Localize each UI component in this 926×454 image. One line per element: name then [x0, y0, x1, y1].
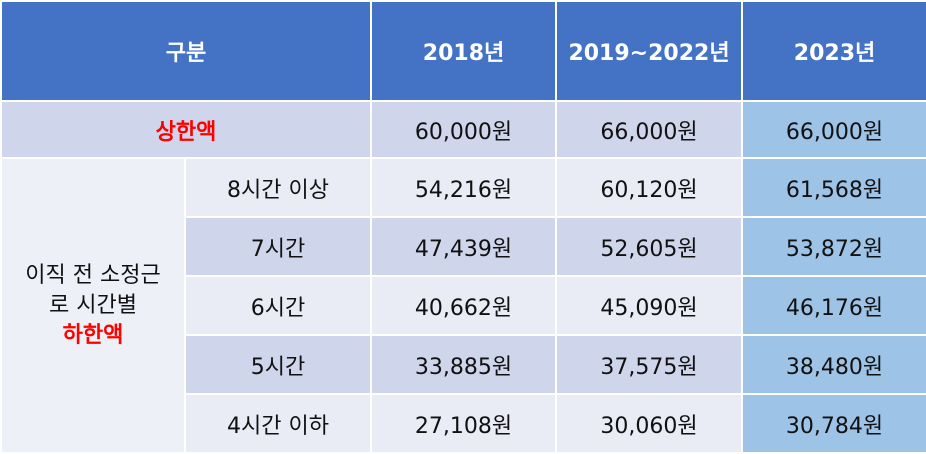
- value-2019-2022: 60,120원: [555, 157, 744, 218]
- hours-label: 4시간 이하: [183, 393, 373, 454]
- value-2018: 47,439원: [370, 216, 558, 277]
- hours-label: 8시간 이상: [183, 157, 373, 218]
- lower-limit-group-label: 이직 전 소정근 로 시간별 하한액: [0, 157, 186, 454]
- upper-limit-2018: 60,000원: [370, 100, 558, 159]
- header-category: 구분: [0, 0, 373, 102]
- upper-limit-2023: 66,000원: [741, 100, 926, 159]
- value-2018: 54,216원: [370, 157, 558, 218]
- value-2023: 46,176원: [741, 275, 926, 336]
- value-2019-2022: 45,090원: [555, 275, 744, 336]
- value-2019-2022: 37,575원: [555, 334, 744, 395]
- value-2019-2022: 52,605원: [555, 216, 744, 277]
- value-2023: 30,784원: [741, 393, 926, 454]
- upper-limit-row: 상한액 60,000원 66,000원 66,000원: [0, 100, 926, 159]
- value-2023: 61,568원: [741, 157, 926, 218]
- header-row: 구분 2018년 2019~2022년 2023년: [0, 0, 926, 102]
- lower-limit-label-line2: 로 시간별: [49, 292, 137, 318]
- lower-limit-row: 6시간 40,662원 45,090원 46,176원: [1, 275, 926, 336]
- lower-limit-row: 7시간 47,439원 52,605원 53,872원: [1, 216, 926, 277]
- lower-limit-label-line1: 이직 전 소정근: [25, 262, 161, 288]
- hours-label: 6시간: [183, 275, 373, 336]
- header-year-2018: 2018년: [370, 0, 558, 102]
- lower-limit-label-line3: 하한액: [62, 322, 124, 348]
- lower-limit-row: 5시간 33,885원 37,575원 38,480원: [1, 334, 926, 395]
- header-year-2023: 2023년: [741, 0, 926, 102]
- header-year-2019-2022: 2019~2022년: [555, 0, 744, 102]
- value-2018: 33,885원: [370, 334, 558, 395]
- hours-label: 5시간: [183, 334, 373, 395]
- lower-limit-row: 이직 전 소정근 로 시간별 하한액 8시간 이상 54,216원 60,120…: [0, 157, 926, 454]
- hours-label: 7시간: [183, 216, 373, 277]
- value-2023: 38,480원: [741, 334, 926, 395]
- value-2018: 40,662원: [370, 275, 558, 336]
- upper-limit-label: 상한액: [0, 100, 373, 159]
- value-2018: 27,108원: [370, 393, 558, 454]
- value-2019-2022: 30,060원: [555, 393, 744, 454]
- value-2023: 53,872원: [741, 216, 926, 277]
- upper-limit-2019-2022: 66,000원: [555, 100, 744, 159]
